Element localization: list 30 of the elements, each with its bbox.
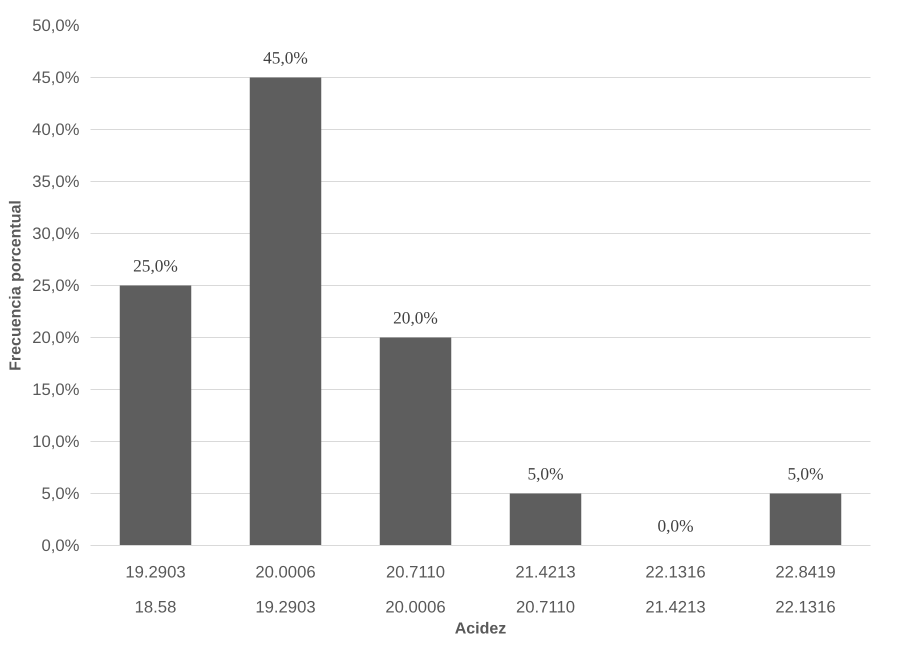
y-axis-title: Frecuencia porcentual bbox=[7, 200, 24, 371]
category-label: 19.2903 18.58 bbox=[125, 562, 186, 616]
bar bbox=[510, 494, 582, 546]
data-label: 45,0% bbox=[263, 48, 308, 68]
y-tick-label: 10,0% bbox=[32, 432, 80, 451]
category-label: 22.1316 21.4213 bbox=[645, 562, 706, 616]
category-label: 20.0006 19.2903 bbox=[255, 562, 316, 616]
y-tick-label: 50,0% bbox=[32, 16, 80, 35]
bar bbox=[250, 78, 322, 546]
y-tick-label: 20,0% bbox=[32, 328, 80, 347]
data-label: 5,0% bbox=[527, 464, 564, 484]
y-tick-label: 40,0% bbox=[32, 120, 80, 139]
y-tick-label: 15,0% bbox=[32, 380, 80, 399]
y-tick-label: 35,0% bbox=[32, 172, 80, 191]
bar bbox=[380, 338, 452, 546]
y-tick-label: 30,0% bbox=[32, 224, 80, 243]
data-label: 20,0% bbox=[393, 308, 438, 328]
data-label: 0,0% bbox=[657, 516, 694, 536]
category-label: 20.7110 20.0006 bbox=[385, 562, 446, 616]
data-label: 5,0% bbox=[787, 464, 824, 484]
bar bbox=[770, 494, 842, 546]
y-tick-label: 5,0% bbox=[42, 484, 80, 503]
bar bbox=[120, 286, 192, 546]
y-tick-label: 0,0% bbox=[42, 536, 80, 555]
y-tick-label: 45,0% bbox=[32, 68, 80, 87]
x-axis-title: Acidez bbox=[454, 620, 506, 638]
category-label: 22.8419 22.1316 bbox=[775, 562, 836, 616]
y-tick-label: 25,0% bbox=[32, 276, 80, 295]
data-label: 25,0% bbox=[133, 256, 178, 276]
category-label: 21.4213 20.7110 bbox=[515, 562, 576, 616]
